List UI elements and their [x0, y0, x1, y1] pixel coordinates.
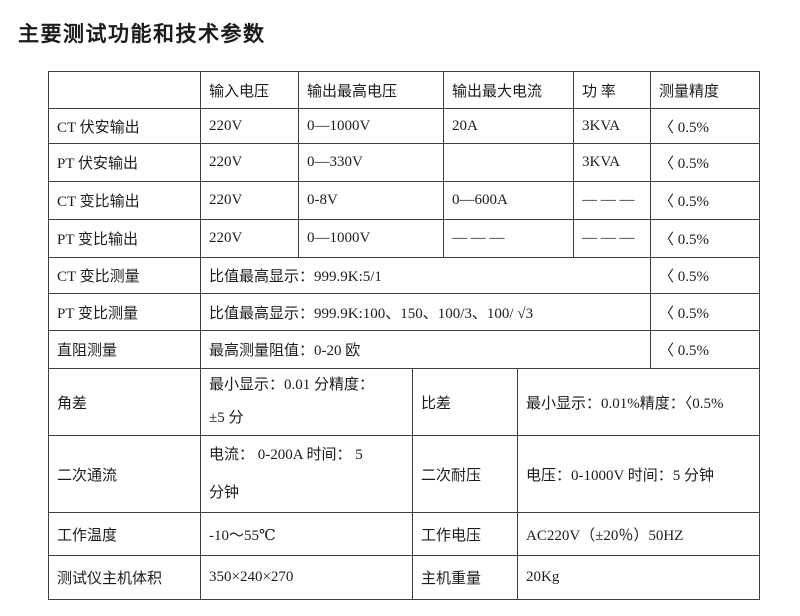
- cell-input-voltage: 220V: [200, 181, 299, 220]
- header-cell-input-voltage: 输入电压: [200, 71, 299, 109]
- cell-measure-value: 比值最高显示：999.9K:5/1: [200, 257, 651, 294]
- cell-accuracy: 〈 0.5%: [650, 143, 760, 182]
- cell-accuracy: 〈 0.5%: [650, 219, 760, 258]
- cell-max-voltage: 0-8V: [298, 181, 444, 220]
- table-row-pt-ratio-measure: PT 变比测量 比值最高显示：999.9K:100、150、100/3、100/…: [48, 293, 760, 331]
- row-label: CT 伏安输出: [48, 108, 201, 144]
- cell-accuracy: 〈 0.5%: [650, 181, 760, 220]
- row-label: 工作温度: [48, 512, 201, 556]
- cell-max-current: — — —: [443, 219, 574, 258]
- row-label: 直阻测量: [48, 330, 201, 369]
- cell-right-value: 电压：0-1000V 时间：5 分钟: [517, 435, 760, 513]
- row-label: PT 变比测量: [48, 293, 201, 331]
- cell-input-voltage: 220V: [200, 219, 299, 258]
- row-label: 测试仪主机体积: [48, 555, 201, 600]
- cell-left-value: 电流： 0-200A 时间： 5 分钟: [200, 435, 413, 513]
- header-cell-power: 功 率: [573, 71, 651, 109]
- spec-table-upper: 输入电压 输出最高电压 输出最大电流 功 率 测量精度 CT 伏安输出 220V…: [48, 71, 760, 369]
- table-row-angle-error: 角差 最小显示：0.01 分精度： ±5 分 比差 最小显示：0.01%精度：〈…: [48, 368, 760, 436]
- cell-measure-value: 最高测量阻值：0-20 欧: [200, 330, 651, 369]
- cell-max-current: [443, 143, 574, 182]
- table-row-ct-ratio-output: CT 变比输出 220V 0-8V 0—600A — — — 〈 0.5%: [48, 181, 760, 220]
- cell-right-value: AC220V（±20％）50HZ: [517, 512, 760, 556]
- row-label: PT 伏安输出: [48, 143, 201, 182]
- table-row-working-temperature: 工作温度 -10～55℃ 工作电压 AC220V（±20％）50HZ: [48, 512, 760, 556]
- table-row-secondary-current: 二次通流 电流： 0-200A 时间： 5 分钟 二次耐压 电压：0-1000V…: [48, 435, 760, 513]
- cell-left-value: 350×240×270: [200, 555, 413, 600]
- header-cell-blank: [48, 71, 201, 109]
- cell-max-voltage: 0—1000V: [298, 219, 444, 258]
- row-label: CT 变比输出: [48, 181, 201, 220]
- header-cell-max-voltage: 输出最高电压: [298, 71, 444, 109]
- header-cell-accuracy: 测量精度: [650, 71, 760, 109]
- cell-input-voltage: 220V: [200, 108, 299, 144]
- table-row-ct-ratio-measure: CT 变比测量 比值最高显示：999.9K:5/1 〈 0.5%: [48, 257, 760, 294]
- row-label: 角差: [48, 368, 201, 436]
- cell-power: — — —: [573, 181, 651, 220]
- row-label-right: 主机重量: [412, 555, 518, 600]
- cell-right-value: 最小显示：0.01%精度：〈0.5%: [517, 368, 760, 436]
- cell-power: 3KVA: [573, 143, 651, 182]
- cell-left-value: -10～55℃: [200, 512, 413, 556]
- cell-input-voltage: 220V: [200, 143, 299, 182]
- spec-table: 输入电压 输出最高电压 输出最大电流 功 率 测量精度 CT 伏安输出 220V…: [48, 71, 760, 600]
- row-label-right: 工作电压: [412, 512, 518, 556]
- cell-accuracy: 〈 0.5%: [650, 330, 760, 369]
- cell-accuracy: 〈 0.5%: [650, 293, 760, 331]
- table-row-host-size: 测试仪主机体积 350×240×270 主机重量 20Kg: [48, 555, 760, 600]
- cell-power: — — —: [573, 219, 651, 258]
- cell-accuracy: 〈 0.5%: [650, 257, 760, 294]
- spec-table-lower: 角差 最小显示：0.01 分精度： ±5 分 比差 最小显示：0.01%精度：〈…: [48, 368, 760, 600]
- cell-max-current: 20A: [443, 108, 574, 144]
- table-row-resistance-measure: 直阻测量 最高测量阻值：0-20 欧 〈 0.5%: [48, 330, 760, 369]
- header-row: 输入电压 输出最高电压 输出最大电流 功 率 测量精度: [48, 71, 760, 109]
- cell-max-voltage: 0—330V: [298, 143, 444, 182]
- row-label: PT 变比输出: [48, 219, 201, 258]
- cell-power: 3KVA: [573, 108, 651, 144]
- table-row-ct-va-output: CT 伏安输出 220V 0—1000V 20A 3KVA 〈 0.5%: [48, 108, 760, 144]
- cell-left-value: 最小显示：0.01 分精度： ±5 分: [200, 368, 413, 436]
- cell-accuracy: 〈 0.5%: [650, 108, 760, 144]
- row-label: CT 变比测量: [48, 257, 201, 294]
- cell-max-voltage: 0—1000V: [298, 108, 444, 144]
- page-title: 主要测试功能和技术参数: [18, 22, 266, 46]
- table-row-pt-ratio-output: PT 变比输出 220V 0—1000V — — — — — — 〈 0.5%: [48, 219, 760, 258]
- table-row-pt-va-output: PT 伏安输出 220V 0—330V 3KVA 〈 0.5%: [48, 143, 760, 182]
- row-label-right: 二次耐压: [412, 435, 518, 513]
- row-label-right: 比差: [412, 368, 518, 436]
- cell-right-value: 20Kg: [517, 555, 760, 600]
- cell-measure-value: 比值最高显示：999.9K:100、150、100/3、100/ √3: [200, 293, 651, 331]
- row-label: 二次通流: [48, 435, 201, 513]
- cell-max-current: 0—600A: [443, 181, 574, 220]
- header-cell-max-current: 输出最大电流: [443, 71, 574, 109]
